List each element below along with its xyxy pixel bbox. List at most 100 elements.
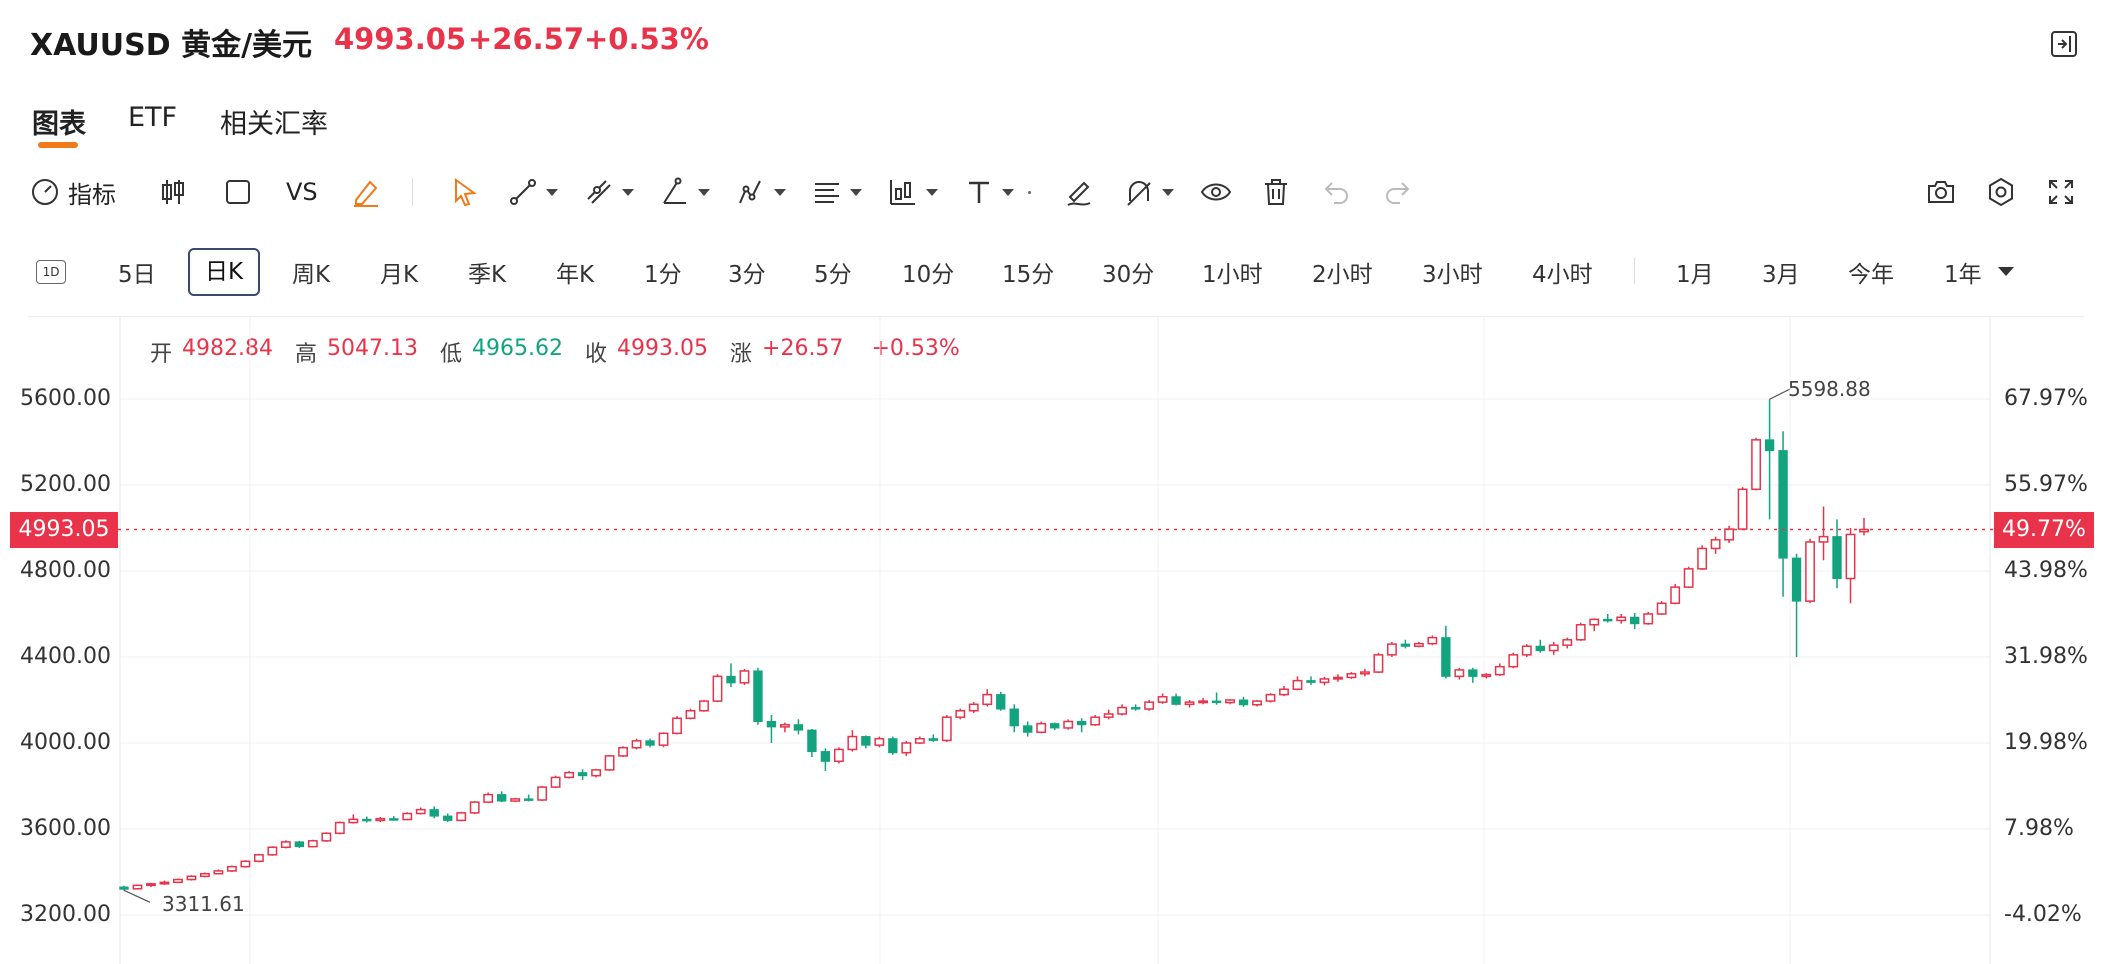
candle-body-down — [1171, 696, 1181, 705]
y-tick-right: 19.98% — [2004, 730, 2088, 755]
chevron-down-icon — [774, 188, 786, 196]
eye-icon[interactable] — [1200, 174, 1232, 210]
bars-icon[interactable] — [888, 174, 938, 210]
candle-body-up — [982, 693, 993, 706]
period-1d-badge[interactable]: 1D — [36, 260, 66, 284]
period-1-month[interactable]: 1月 — [1676, 262, 1714, 288]
period-10min[interactable]: 10分 — [902, 262, 955, 288]
candle-body-up — [159, 881, 170, 885]
period-yearly-k[interactable]: 年K — [556, 262, 595, 288]
y-tick-left: 5600.00 — [20, 386, 111, 411]
candle-body-up — [1683, 568, 1694, 588]
candle-body-up — [1643, 613, 1654, 625]
period-3h[interactable]: 3小时 — [1422, 262, 1483, 288]
candle-body-up — [1413, 642, 1424, 648]
candle-body-up — [1225, 699, 1235, 704]
candle-body-up — [1252, 700, 1262, 706]
candle-body-up — [1818, 535, 1829, 543]
settings-icon[interactable] — [1986, 174, 2016, 210]
period-1min[interactable]: 1分 — [644, 262, 682, 288]
trash-icon[interactable] — [1262, 174, 1290, 210]
period-weekly-k[interactable]: 周K — [292, 262, 331, 288]
text-icon[interactable] — [964, 174, 1031, 210]
candle-body-up — [1616, 616, 1627, 622]
candle-body-up — [402, 812, 413, 821]
candle-body-down — [1630, 616, 1640, 625]
candlestick-chart[interactable] — [0, 316, 2116, 964]
period-15min[interactable]: 15分 — [1002, 262, 1055, 288]
indicators-button[interactable]: 指标 — [30, 174, 116, 210]
period-5d[interactable]: 5日 — [118, 262, 156, 288]
cursor-icon[interactable] — [452, 174, 478, 210]
square-icon[interactable] — [224, 174, 252, 210]
candle-body-up — [253, 854, 264, 862]
chevron-down-icon — [1162, 188, 1174, 196]
low-annotation: 3311.61 — [162, 892, 245, 916]
candle-body-down — [766, 721, 777, 728]
fullscreen-icon[interactable] — [2046, 174, 2076, 210]
candle-body-up — [685, 710, 696, 720]
tab-etf[interactable]: ETF — [128, 102, 178, 133]
candle-body-up — [1589, 618, 1600, 626]
angle-icon[interactable] — [660, 174, 710, 210]
candle-body-up — [1454, 669, 1465, 678]
candle-body-up — [914, 737, 925, 744]
compare-vs-button[interactable]: VS — [286, 178, 318, 206]
candlestick-icon[interactable] — [158, 174, 188, 210]
period-quarterly-k[interactable]: 季K — [468, 262, 507, 288]
candle-body-up — [1508, 654, 1519, 668]
draw-pen-icon[interactable] — [1064, 174, 1094, 210]
candle-body-down — [888, 738, 898, 754]
period-divider — [1634, 258, 1635, 284]
period-4h[interactable]: 4小时 — [1532, 262, 1593, 288]
close-value: 4993.05 — [617, 336, 708, 361]
fib-icon[interactable] — [812, 174, 862, 210]
toolbar-divider — [412, 178, 413, 206]
period-2h[interactable]: 2小时 — [1312, 262, 1373, 288]
tab-related-fx[interactable]: 相关汇率 — [220, 109, 328, 140]
period-daily-k[interactable]: 日K — [188, 248, 260, 296]
pencil-icon[interactable] — [350, 174, 382, 210]
tab-chart[interactable]: 图表 — [32, 109, 86, 140]
y-tick-left: 4000.00 — [20, 730, 111, 755]
line-tool-icon[interactable] — [508, 174, 558, 210]
period-3min[interactable]: 3分 — [728, 262, 766, 288]
change-pct-value: +0.53% — [871, 336, 960, 361]
period-30min[interactable]: 30分 — [1102, 262, 1155, 288]
candle-body-up — [833, 748, 844, 763]
undo-icon[interactable] — [1322, 174, 1352, 210]
divider — [28, 316, 2084, 317]
period-5min[interactable]: 5分 — [814, 262, 852, 288]
camera-icon[interactable] — [1926, 174, 1956, 210]
candle-body-up — [1386, 643, 1397, 656]
candle-body-up — [483, 793, 494, 803]
period-1-year[interactable]: 1年 — [1944, 262, 1982, 288]
candle-body-up — [658, 732, 669, 746]
candle-body-down — [496, 794, 507, 802]
candle-body-up — [1670, 586, 1681, 604]
y-tick-right: -4.02% — [2004, 902, 2082, 927]
chevron-down-icon[interactable] — [1998, 267, 2014, 276]
period-ytd[interactable]: 今年 — [1848, 262, 1894, 288]
candle-body-up — [1063, 720, 1074, 729]
collapse-panel-icon[interactable] — [2050, 30, 2078, 58]
change-label: 涨 — [730, 342, 753, 367]
candle-body-up — [1292, 679, 1303, 690]
period-1h[interactable]: 1小时 — [1202, 262, 1263, 288]
magnet-icon[interactable] — [1124, 174, 1174, 210]
candle-body-up — [456, 812, 467, 822]
candle-body-down — [1535, 645, 1545, 652]
high-label: 高 — [295, 342, 318, 367]
redo-icon[interactable] — [1382, 174, 1412, 210]
chevron-down-icon — [926, 188, 938, 196]
candle-body-up — [1494, 665, 1505, 676]
candle-body-up — [146, 883, 156, 887]
period-monthly-k[interactable]: 月K — [380, 262, 419, 288]
candle-body-up — [779, 723, 790, 728]
wave-icon[interactable] — [736, 174, 786, 210]
candle-body-up — [1710, 539, 1721, 550]
multi-line-icon[interactable] — [584, 174, 634, 210]
candle-body-down — [429, 809, 439, 817]
candle-body-up — [1103, 713, 1114, 718]
period-3-month[interactable]: 3月 — [1762, 262, 1800, 288]
